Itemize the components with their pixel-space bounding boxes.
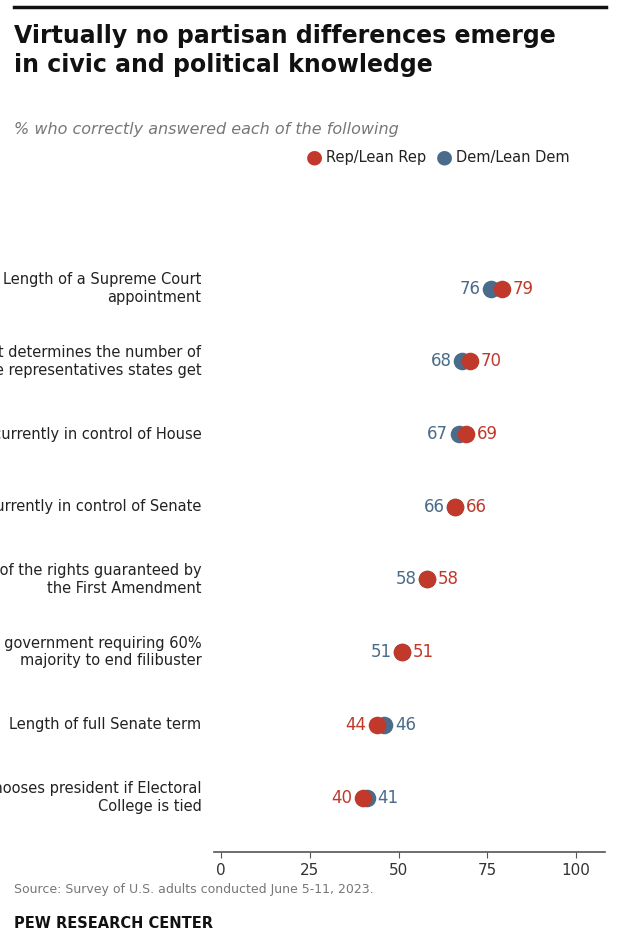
Text: 58: 58 — [396, 570, 416, 588]
Point — [454, 426, 464, 442]
Point — [397, 645, 407, 660]
Text: Party currently in control of Senate: Party currently in control of Senate — [0, 499, 202, 514]
Point — [372, 717, 382, 732]
Point — [450, 499, 460, 514]
Point — [458, 354, 467, 369]
Text: ●: ● — [306, 148, 322, 167]
Text: Dem/Lean Dem: Dem/Lean Dem — [456, 149, 569, 165]
Text: PEW RESEARCH CENTER: PEW RESEARCH CENTER — [14, 916, 213, 931]
Point — [486, 281, 496, 296]
Text: 69: 69 — [477, 425, 498, 443]
Text: Part of government requiring 60%
majority to end filibuster: Part of government requiring 60% majorit… — [0, 636, 202, 668]
Text: % who correctly answered each of the following: % who correctly answered each of the fol… — [14, 122, 399, 137]
Text: Length of a Supreme Court
appointment: Length of a Supreme Court appointment — [3, 272, 202, 305]
Point — [397, 645, 407, 660]
Text: 76: 76 — [459, 280, 481, 298]
Text: 40: 40 — [331, 788, 352, 806]
Text: 51: 51 — [370, 644, 391, 661]
Text: What determines the number of
House representatives states get: What determines the number of House repr… — [0, 346, 202, 378]
Point — [361, 790, 371, 805]
Text: 68: 68 — [431, 352, 452, 370]
Text: Source: Survey of U.S. adults conducted June 5-11, 2023.: Source: Survey of U.S. adults conducted … — [14, 883, 373, 897]
Text: Virtually no partisan differences emerge
in civic and political knowledge: Virtually no partisan differences emerge… — [14, 24, 556, 76]
Point — [422, 572, 432, 587]
Text: ●: ● — [436, 148, 453, 167]
Point — [422, 572, 432, 587]
Text: Party currently in control of House: Party currently in control of House — [0, 426, 202, 442]
Text: 66: 66 — [423, 498, 445, 516]
Point — [497, 281, 507, 296]
Text: 41: 41 — [377, 788, 399, 806]
Text: 58: 58 — [438, 570, 459, 588]
Text: Who chooses president if Electoral
College is tied: Who chooses president if Electoral Colle… — [0, 782, 202, 814]
Point — [358, 790, 368, 805]
Text: 46: 46 — [395, 716, 416, 734]
Text: 51: 51 — [413, 644, 434, 661]
Text: One of the rights guaranteed by
the First Amendment: One of the rights guaranteed by the Firs… — [0, 564, 202, 596]
Point — [379, 717, 389, 732]
Point — [464, 354, 474, 369]
Text: Rep/Lean Rep: Rep/Lean Rep — [326, 149, 425, 165]
Text: 79: 79 — [512, 280, 533, 298]
Point — [450, 499, 460, 514]
Point — [461, 426, 471, 442]
Text: 66: 66 — [466, 498, 487, 516]
Text: 44: 44 — [345, 716, 366, 734]
Text: 70: 70 — [480, 352, 501, 370]
Text: Length of full Senate term: Length of full Senate term — [9, 717, 202, 732]
Text: 67: 67 — [427, 425, 448, 443]
